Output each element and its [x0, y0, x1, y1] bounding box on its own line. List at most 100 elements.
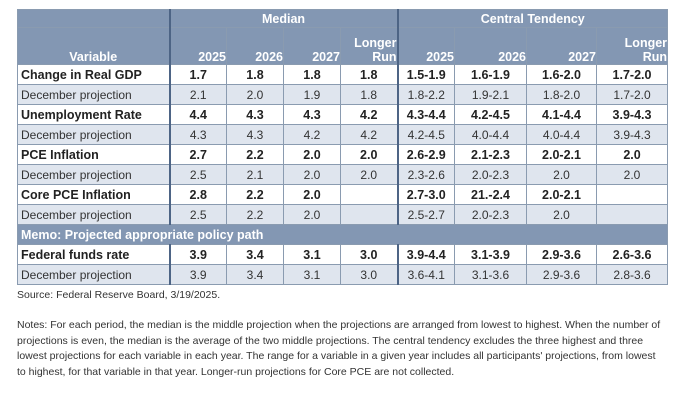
central-cell: 3.9-4.4: [396, 244, 455, 265]
central-cell: 2.6-2.9: [396, 144, 455, 165]
row-label: Change in Real GDP: [17, 64, 170, 85]
notes-paragraph: Notes: For each period, the median is th…: [17, 319, 661, 378]
central-year-header: 2027: [526, 27, 597, 65]
median-cell: 2.1: [226, 164, 284, 185]
central-year-header: 2025: [396, 27, 455, 65]
median-header: Median: [168, 9, 398, 28]
table-row: Core PCE Inflation 2.8 2.2 2.0 2.7-3.0 21.-2.…: [17, 184, 669, 205]
memo-label: Memo: Projected appropriate policy path: [16, 224, 669, 245]
median-cell: 2.0: [283, 144, 341, 165]
median-cell: 4.3: [226, 104, 284, 125]
median-cell: 3.4: [226, 264, 284, 285]
central-cell: 2.8-3.6: [595, 264, 669, 285]
central-cell: 1.8-2.0: [526, 84, 597, 105]
median-cell: 3.9: [168, 264, 227, 285]
central-cell: 4.0-4.4: [526, 124, 597, 145]
projections-table: Median Central Tendency Variable 2025 20…: [16, 9, 669, 285]
median-cell: 2.0: [283, 164, 341, 185]
central-cell: 1.5-1.9: [396, 64, 455, 85]
table-row: PCE Inflation 2.7 2.2 2.0 2.0 2.6-2.9 2.1-2.3 2…: [17, 144, 669, 165]
median-cell: 2.7: [168, 144, 227, 165]
header-group-row: Median Central Tendency: [17, 9, 669, 28]
median-cell: 2.0: [283, 184, 341, 205]
median-cell: 2.0: [283, 204, 341, 225]
median-cell: 2.1: [168, 84, 227, 105]
median-year-header: 2025: [168, 27, 227, 65]
median-cell: 3.9: [168, 244, 227, 265]
median-cell: 4.2: [283, 124, 341, 145]
median-cell: 4.3: [168, 124, 227, 145]
median-cell: 3.0: [340, 244, 398, 265]
central-cell: 1.7-2.0: [595, 64, 669, 85]
central-cell: [595, 204, 669, 225]
central-cell: 2.0-2.3: [454, 204, 527, 225]
row-label: Unemployment Rate: [17, 104, 170, 125]
central-year-header: Longer Run: [595, 27, 669, 65]
central-cell: 1.9-2.1: [454, 84, 527, 105]
table-row: December projection 2.5 2.2 2.0 2.5-2.7 2.0-2…: [17, 204, 669, 225]
row-label: December projection: [17, 84, 170, 105]
central-cell: 3.1-3.6: [454, 264, 527, 285]
row-label: Core PCE Inflation: [17, 184, 170, 205]
median-cell: 2.0: [340, 144, 398, 165]
central-cell: 3.1-3.9: [454, 244, 527, 265]
central-cell: 1.7-2.0: [595, 84, 669, 105]
central-cell: 4.1-4.4: [526, 104, 597, 125]
central-cell: 2.6-3.6: [595, 244, 669, 265]
central-cell: 2.0: [526, 164, 597, 185]
central-cell: 4.0-4.4: [454, 124, 527, 145]
table-row: December projection 4.3 4.3 4.2 4.2 4.2-4.5 4.…: [17, 124, 669, 145]
row-label: PCE Inflation: [17, 144, 170, 165]
median-cell: [340, 184, 398, 205]
table-row: December projection 2.5 2.1 2.0 2.0 2.3-2.6 2.…: [17, 164, 669, 185]
central-cell: 2.9-3.6: [526, 244, 597, 265]
table-row: Federal funds rate 3.9 3.4 3.1 3.0 3.9-4.4 3.1…: [17, 244, 669, 265]
median-cell: 3.4: [226, 244, 284, 265]
row-label: Federal funds rate: [17, 244, 170, 265]
central-cell: 2.9-3.6: [526, 264, 597, 285]
median-cell: 1.8: [340, 84, 398, 105]
median-cell: 2.0: [340, 164, 398, 185]
variable-header: Variable: [17, 27, 170, 65]
row-label: December projection: [17, 204, 170, 225]
central-cell: 2.5-2.7: [396, 204, 455, 225]
central-cell: 2.3-2.6: [396, 164, 455, 185]
central-cell: 2.0: [595, 144, 669, 165]
median-cell: 1.8: [226, 64, 284, 85]
median-cell: 1.8: [340, 64, 398, 85]
median-cell: 1.7: [168, 64, 227, 85]
central-cell: 4.2-4.5: [396, 124, 455, 145]
median-cell: 3.1: [283, 244, 341, 265]
median-cell: 4.2: [340, 124, 398, 145]
table-row: December projection 3.9 3.4 3.1 3.0 3.6-4.1 3.…: [17, 264, 669, 285]
row-label: December projection: [17, 264, 170, 285]
median-year-header: 2027: [283, 27, 341, 65]
central-cell: 2.0-2.3: [454, 164, 527, 185]
central-cell: 2.0: [526, 204, 597, 225]
median-cell: 4.2: [340, 104, 398, 125]
header-year-row: Variable 2025 2026 2027 Longer Run 2025 …: [17, 27, 669, 65]
median-year-header: 2026: [226, 27, 284, 65]
header-blank: [17, 9, 170, 28]
median-cell: 2.2: [226, 144, 284, 165]
central-year-header: 2026: [454, 27, 527, 65]
median-cell: 1.9: [283, 84, 341, 105]
central-cell: 2.0-2.1: [526, 144, 597, 165]
median-cell: 2.2: [226, 184, 284, 205]
central-cell: 2.7-3.0: [396, 184, 455, 205]
median-cell: 2.0: [226, 84, 284, 105]
median-year-header: Longer Run: [340, 27, 398, 65]
central-cell: 2.0: [595, 164, 669, 185]
central-cell: 2.1-2.3: [454, 144, 527, 165]
central-cell: 4.3-4.4: [396, 104, 455, 125]
central-cell: [595, 184, 669, 205]
central-cell: 3.6-4.1: [396, 264, 455, 285]
median-cell: 2.5: [168, 204, 227, 225]
median-cell: 2.5: [168, 164, 227, 185]
central-tendency-header: Central Tendency: [396, 9, 669, 28]
row-label: December projection: [17, 124, 170, 145]
central-cell: 21.-2.4: [454, 184, 527, 205]
median-cell: [340, 204, 398, 225]
table-row: Change in Real GDP 1.7 1.8 1.8 1.8 1.5-1.9 1.6…: [17, 64, 669, 85]
